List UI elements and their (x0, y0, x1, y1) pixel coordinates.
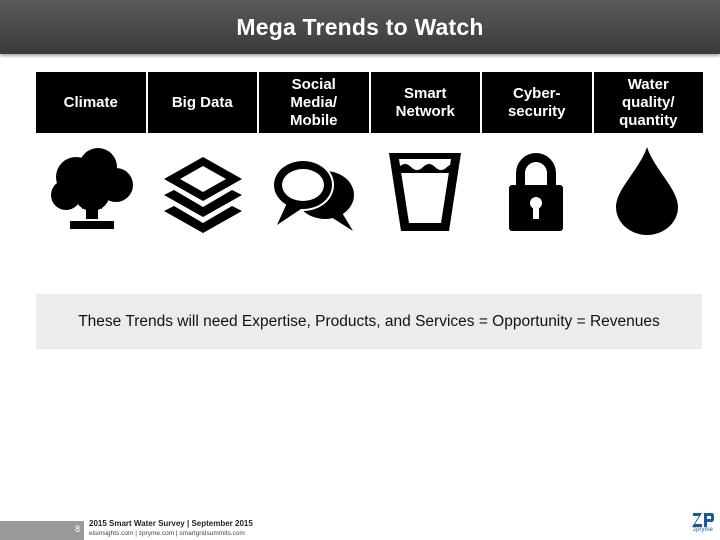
tree-icon (36, 142, 147, 237)
slide-title: Mega Trends to Watch (236, 13, 484, 40)
trend-label-climate: Climate (36, 72, 148, 133)
water-glass-icon (370, 142, 481, 237)
trend-label-cybersecurity: Cyber- security (482, 72, 594, 133)
title-bar (0, 0, 720, 54)
footer-bar (0, 521, 84, 540)
water-drop-icon (592, 142, 703, 237)
footer-links: elsinsights.com | zpryme.com | smartgrid… (89, 530, 245, 537)
chat-bubbles-icon (258, 142, 369, 237)
page-number: 8 (74, 524, 80, 534)
padlock-icon (481, 142, 592, 237)
footer-title: 2015 Smart Water Survey | September 2015 (89, 519, 253, 528)
trend-icon-row (36, 142, 703, 237)
zpryme-logo: zpryme (690, 512, 716, 538)
trend-label-social-media: Social Media/ Mobile (259, 72, 371, 133)
layers-icon (147, 142, 258, 237)
trend-label-big-data: Big Data (147, 72, 259, 133)
logo-text: zpryme (693, 527, 713, 533)
banner-text: These Trends will need Expertise, Produc… (78, 312, 660, 330)
opportunity-banner: These Trends will need Expertise, Produc… (36, 294, 702, 349)
trend-header-row: Climate Big Data Social Media/ Mobile Sm… (36, 72, 703, 133)
trend-label-water-quality: Water quality/ quantity (593, 72, 703, 133)
trend-label-smart-network: Smart Network (370, 72, 482, 133)
zpryme-logo-icon (692, 513, 714, 527)
